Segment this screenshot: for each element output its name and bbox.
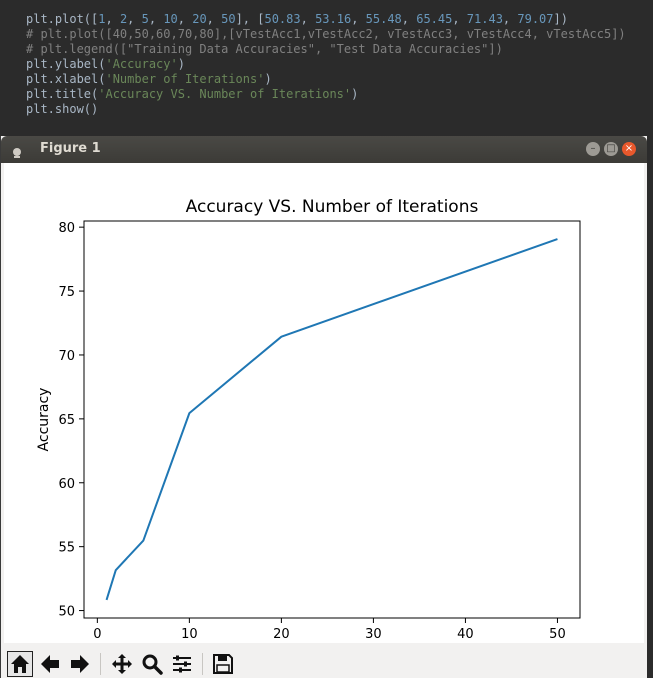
toolbar-separator [100,653,101,675]
x-tick-label: 10 [181,627,198,642]
code-token: 5 [141,12,149,26]
code-token: 50 [221,12,236,26]
back-arrow-icon [41,655,59,673]
code-token: plt.xlabel( [26,72,106,86]
y-tick-label: 65 [58,413,75,428]
x-tick-label: 30 [365,627,382,642]
code-line: plt.ylabel('Accuracy') [26,57,185,72]
code-line: plt.xlabel('Number of Iterations') [26,72,272,87]
axes-frame [83,220,581,619]
x-tick-label: 0 [93,627,101,642]
code-line: # plt.legend(["Training Data Accuracies"… [26,42,503,57]
back-button[interactable] [37,651,63,677]
figure-window: Figure 1 – □ × Accuracy VS. Number of It… [0,136,647,678]
pan-button[interactable] [109,651,135,677]
x-tick-label: 50 [549,627,566,642]
code-token: 2 [119,12,128,26]
window-titlebar[interactable]: Figure 1 – □ × [1,136,647,163]
x-tick-label: 40 [457,627,474,642]
code-line: plt.show() [26,102,98,117]
code-token: plt.title( [26,87,99,101]
code-editor[interactable]: plt.plot([1, 2, 5, 10, 20, 50], [50.83, … [0,0,653,136]
home-button[interactable] [7,651,33,677]
y-tick-label: 60 [58,477,75,492]
y-tick-label: 75 [58,285,75,300]
x-tick-label: 20 [273,627,290,642]
code-token: 53.16 [315,12,352,26]
navigation-toolbar [1,643,647,678]
code-token: , [105,12,120,26]
code-token: 79.07 [517,12,554,26]
code-line: # plt.plot([40,50,60,70,80],[vTestAcc1,v… [26,27,626,42]
code-line: plt.plot([1, 2, 5, 10, 20, 50], [50.83, … [26,12,568,27]
toolbar-separator [202,653,203,675]
code-token: 1 [98,12,106,26]
zoom-button[interactable] [139,651,165,677]
code-token: , [206,12,222,26]
code-token: , [401,12,417,26]
code-token: 20 [192,12,207,26]
code-token: ) [351,87,359,101]
subplots-icon [173,655,191,673]
code-token: # plt.legend(["Training Data Accuracies"… [26,42,503,56]
code-token: ) [264,72,272,86]
code-token: 71.43 [466,12,503,26]
save-icon [213,654,233,674]
close-button[interactable]: × [622,142,636,156]
line-chart: Accuracy VS. Number of Iterations 0 10 20 30… [36,197,581,660]
code-token: ]) [553,12,568,26]
save-button[interactable] [210,651,236,677]
code-token: 'Number of Iterations' [105,72,265,86]
code-token: 50.83 [264,12,301,26]
y-tick-label: 70 [58,349,75,364]
y-axis-label: Accuracy [36,388,52,452]
code-token: , [148,12,164,26]
subplots-button[interactable] [169,651,195,677]
y-tick-label: 80 [58,221,75,236]
code-token: 10 [163,12,178,26]
maximize-button[interactable]: □ [604,142,618,156]
window-icon [11,144,23,158]
code-token: , [300,12,316,26]
code-token: plt.plot([ [26,12,99,26]
window-title: Figure 1 [40,141,101,156]
home-icon [11,655,29,673]
code-token: , [127,12,142,26]
code-token: 65.45 [416,12,453,26]
code-token: plt.show() [26,102,99,116]
y-tick-label: 50 [58,605,75,620]
chart-title: Accuracy VS. Number of Iterations [186,197,479,217]
pan-icon [112,654,132,674]
series-line [105,238,558,601]
code-token: # plt.plot([40,50,60,70,80],[vTestAcc1,v… [26,27,626,41]
figure-canvas[interactable]: Accuracy VS. Number of Iterations 0 10 20 30… [4,163,644,660]
forward-button[interactable] [67,651,93,677]
code-token: , [177,12,193,26]
forward-arrow-icon [71,655,89,673]
zoom-icon [142,654,163,675]
y-tick-label: 55 [58,541,75,556]
code-token: , [502,12,518,26]
code-token: , [351,12,366,26]
code-token: ], [ [235,12,265,26]
code-token: 'Accuracy VS. Number of Iterations' [98,87,352,101]
code-token: 55.48 [365,12,402,26]
code-token: ) [177,57,185,71]
minimize-button[interactable]: – [586,142,600,156]
code-token: plt.ylabel( [26,57,106,71]
code-token: 'Accuracy' [105,57,178,71]
code-line: plt.title('Accuracy VS. Number of Iterat… [26,87,358,102]
code-token: , [452,12,467,26]
